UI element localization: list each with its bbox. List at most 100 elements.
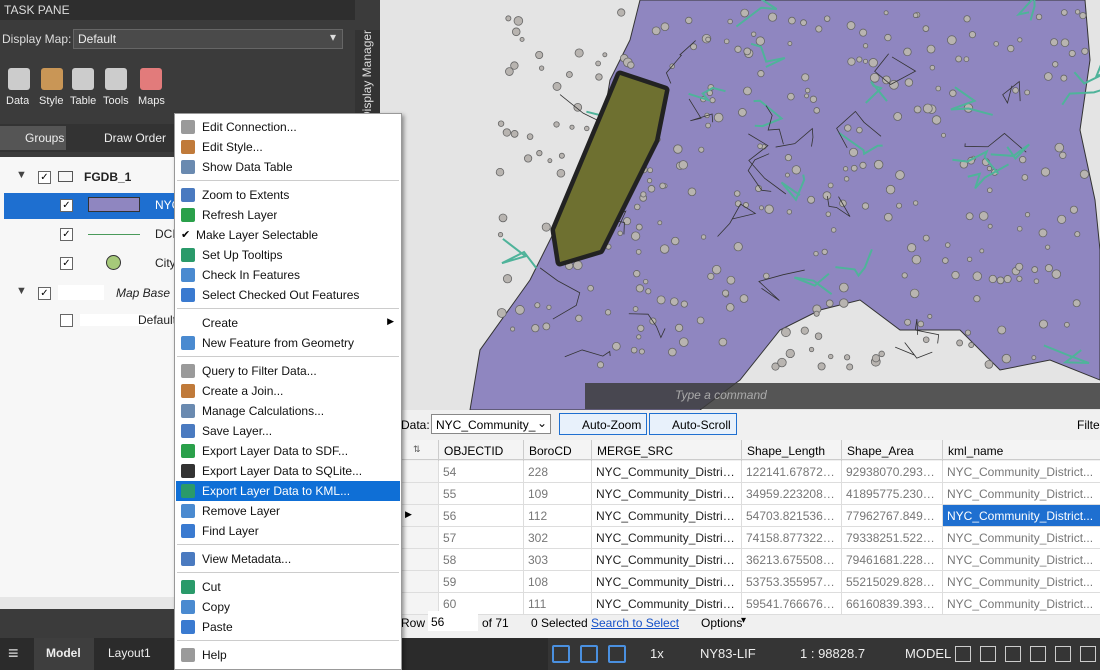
menu-item[interactable]: Paste	[176, 617, 400, 637]
table-cell[interactable]: NYC_Community_District...	[942, 571, 1100, 593]
status-icon[interactable]	[1005, 646, 1021, 662]
table-cell[interactable]: NYC_Community_Districts	[591, 483, 741, 505]
table-cell[interactable]: 108	[523, 571, 591, 593]
table-cell[interactable]: NYC_Community_Districts	[591, 505, 741, 527]
display-map-dropdown[interactable]: Default ▾	[73, 29, 343, 49]
side-tab-label[interactable]: Display Manager	[360, 29, 374, 120]
table-cell[interactable]: 55	[438, 483, 523, 505]
table-cell[interactable]: 303	[523, 549, 591, 571]
menu-label[interactable]: New Feature from Geometry	[202, 336, 355, 350]
menu-item[interactable]: Query to Filter Data...	[176, 361, 400, 381]
map-view[interactable]	[380, 0, 1100, 410]
toolbar-button[interactable]: Auto-Scroll	[649, 413, 737, 435]
column-header[interactable]: Shape_Length	[741, 440, 841, 461]
menu-label[interactable]: Export Layer Data to KML...	[202, 484, 351, 498]
menu-label[interactable]: Export Layer Data to SDF...	[202, 444, 349, 458]
menu-item[interactable]: Edit Connection...	[176, 117, 400, 137]
status-icon[interactable]	[580, 645, 598, 663]
menu-label[interactable]: Edit Style...	[202, 140, 263, 154]
menu-item[interactable]: Create ▶	[176, 313, 400, 333]
menu-item[interactable]: View Metadata...	[176, 549, 400, 569]
table-cell[interactable]: 92938070.2930149	[841, 461, 942, 483]
menu-item[interactable]: Copy	[176, 597, 400, 617]
checkbox[interactable]: ✓	[38, 287, 51, 300]
tab-groups[interactable]: Groups	[0, 126, 66, 150]
filter-label[interactable]: Filte	[1077, 418, 1100, 432]
table-cell[interactable]: 111	[523, 593, 591, 615]
menu-item[interactable]: Edit Style...	[176, 137, 400, 157]
menu-label[interactable]: Query to Filter Data...	[202, 364, 317, 378]
menu-label[interactable]: Help	[202, 648, 227, 662]
table-cell[interactable]: 54	[438, 461, 523, 483]
column-header[interactable]: kml_name	[942, 440, 1100, 461]
status-item[interactable]: NY83-LIF	[700, 646, 756, 661]
layer-label[interactable]: DCI	[155, 227, 176, 241]
search-link[interactable]: Search to Select	[591, 616, 680, 630]
menu-item[interactable]: Export Layer Data to SQLite...	[176, 461, 400, 481]
menu-item[interactable]: Export Layer Data to KML...	[176, 481, 400, 501]
menu-button[interactable]: ≡	[8, 643, 19, 663]
menu-label[interactable]: Check In Features	[202, 268, 301, 282]
table-cell[interactable]: 53753.3559573319	[741, 571, 841, 593]
menu-label[interactable]: Copy	[202, 600, 231, 614]
table-cell[interactable]: NYC_Community_Districts	[591, 461, 741, 483]
table-cell[interactable]: NYC_Community_District...	[942, 593, 1100, 615]
table-cell[interactable]: 58	[438, 549, 523, 571]
menu-item[interactable]: Refresh Layer	[176, 205, 400, 225]
tool-label[interactable]: Style	[39, 95, 64, 107]
table-cell[interactable]: 36213.6755081504	[741, 549, 841, 571]
menu-label[interactable]: Make Layer Selectable	[196, 228, 319, 242]
checkbox[interactable]: ✓	[60, 257, 73, 270]
menu-label[interactable]: Show Data Table	[202, 160, 293, 174]
table-cell[interactable]: NYC_Community_Districts	[591, 571, 741, 593]
table-cell[interactable]: 112	[523, 505, 591, 527]
menu-item[interactable]: Create a Join...	[176, 381, 400, 401]
toolbar-button[interactable]: Auto-Zoom	[559, 413, 647, 435]
menu-label[interactable]: Save Layer...	[202, 424, 273, 438]
menu-label[interactable]: Paste	[202, 620, 233, 634]
row-input[interactable]: 56	[428, 611, 478, 631]
table-cell[interactable]: NYC_Community_Districts	[591, 549, 741, 571]
table-cell[interactable]: 60	[438, 593, 523, 615]
table-cell[interactable]: 59	[438, 571, 523, 593]
table-cell[interactable]: 55215029.8285245	[841, 571, 942, 593]
menu-label[interactable]: Create	[202, 316, 239, 330]
table-cell[interactable]: 54703.8215368039	[741, 505, 841, 527]
table-cell[interactable]: 79461681.2289183	[841, 549, 942, 571]
menu-item[interactable]: Manage Calculations...	[176, 401, 400, 421]
menu-item[interactable]: Select Checked Out Features	[176, 285, 400, 305]
status-item[interactable]: 1x	[650, 646, 664, 661]
table-cell[interactable]: NYC_Community_District...	[942, 505, 1100, 527]
menu-label[interactable]: Edit Connection...	[202, 120, 297, 134]
checkbox[interactable]: ✓	[60, 199, 73, 212]
menu-label[interactable]: Select Checked Out Features	[202, 288, 360, 302]
table-cell[interactable]: 57	[438, 527, 523, 549]
status-icon[interactable]	[608, 645, 626, 663]
status-icon[interactable]	[1055, 646, 1071, 662]
menu-label[interactable]: Set Up Tooltips	[202, 248, 283, 262]
tool-icon[interactable]	[105, 68, 127, 90]
column-header[interactable]: BoroCD	[523, 440, 591, 461]
menu-item[interactable]: New Feature from Geometry	[176, 333, 400, 353]
menu-label[interactable]: View Metadata...	[202, 552, 292, 566]
table-cell[interactable]: 122141.678726813	[741, 461, 841, 483]
column-header[interactable]: Shape_Area	[841, 440, 942, 461]
table-cell[interactable]: NYC_Community_District...	[942, 527, 1100, 549]
table-cell[interactable]: 66160839.3935553	[841, 593, 942, 615]
menu-item[interactable]: Show Data Table	[176, 157, 400, 177]
menu-item[interactable]: Export Layer Data to SDF...	[176, 441, 400, 461]
tool-icon[interactable]	[72, 68, 94, 90]
table-cell[interactable]: 74158.8773229584	[741, 527, 841, 549]
source-value[interactable]: NYC_Community_D	[436, 418, 536, 432]
source-dropdown[interactable]: NYC_Community_D ⌄	[431, 414, 551, 434]
menu-item[interactable]: Cut	[176, 577, 400, 597]
table-cell[interactable]: 56	[438, 505, 523, 527]
menu-item[interactable]: Zoom to Extents	[176, 185, 400, 205]
dropdown-value[interactable]: Default	[78, 32, 117, 46]
table-cell[interactable]: 77962767.8494891	[841, 505, 942, 527]
tool-label[interactable]: Tools	[103, 95, 129, 107]
status-item[interactable]: MODEL	[905, 646, 952, 661]
table-cell[interactable]: 34959.2232084054	[741, 483, 841, 505]
layer-label[interactable]: FGDB_1	[84, 170, 132, 184]
table-cell[interactable]: 59541.7666769073	[741, 593, 841, 615]
